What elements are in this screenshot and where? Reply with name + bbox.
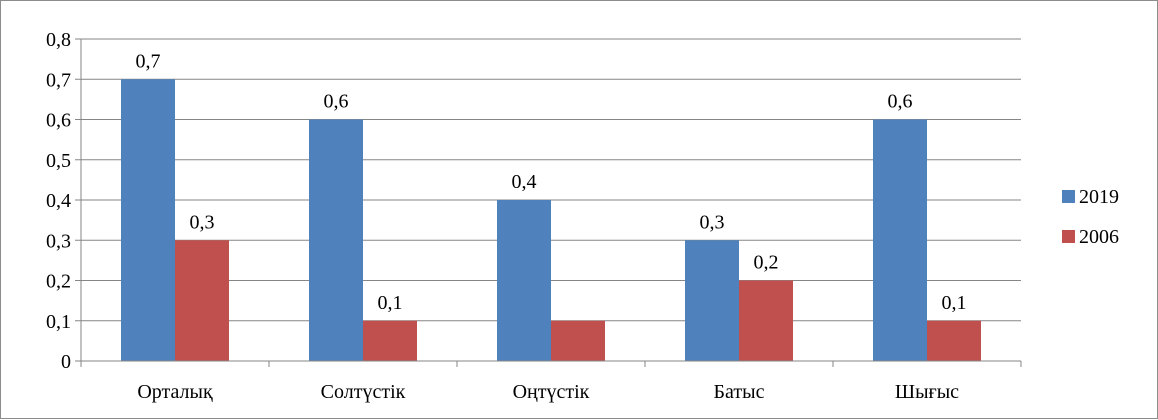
y-tick-label: 0,2 <box>46 271 71 293</box>
x-tick-label: Орталық <box>137 381 213 403</box>
legend-swatch <box>1062 230 1075 243</box>
x-tick-label: Солтүстік <box>321 381 406 403</box>
y-tick-label: 0,7 <box>46 69 71 91</box>
bar <box>121 79 175 361</box>
x-axis: Орталық Солтүстік Оңтүстік Батыс Шығыс <box>80 39 1022 403</box>
y-tick-label: 0,1 <box>46 311 71 333</box>
bar <box>927 320 981 361</box>
data-label: 0,1 <box>378 292 403 314</box>
data-label: 0,4 <box>512 171 537 193</box>
data-label: 0,1 <box>942 292 967 314</box>
bar <box>739 280 793 361</box>
y-tick-label: 0,8 <box>46 29 71 51</box>
data-label: 0,3 <box>190 211 215 233</box>
data-labels: 0,7 0,3 0,6 0,1 0,4 0,3 0,2 0,6 0,1 <box>136 50 967 314</box>
x-tick-label: Батыс <box>714 381 765 403</box>
bar <box>175 240 229 361</box>
bars <box>121 79 981 361</box>
y-axis-ticks: 0 0,1 0,2 0,3 0,4 0,5 0,6 0,7 0,8 <box>46 29 81 373</box>
y-tick-label: 0,3 <box>46 230 71 252</box>
y-tick-label: 0,6 <box>46 110 71 132</box>
bar <box>551 320 605 361</box>
bar <box>685 240 739 361</box>
legend-label: 2006 <box>1079 226 1119 248</box>
data-label: 0,6 <box>324 91 349 113</box>
bar <box>309 119 363 361</box>
x-tick-label: Оңтүстік <box>513 381 590 403</box>
data-label: 0,2 <box>754 252 779 274</box>
x-tick-label: Шығыс <box>895 381 959 403</box>
legend-label: 2019 <box>1079 186 1119 208</box>
legend: 2019 2006 <box>1062 186 1119 248</box>
y-tick-label: 0 <box>61 351 71 373</box>
bar <box>363 320 417 361</box>
data-label: 0,7 <box>136 50 161 72</box>
y-tick-label: 0,4 <box>46 190 71 212</box>
data-label: 0,3 <box>700 211 725 233</box>
bar <box>873 119 927 361</box>
y-tick-label: 0,5 <box>46 150 71 172</box>
data-label: 0,6 <box>888 91 913 113</box>
legend-swatch <box>1062 190 1075 203</box>
bar <box>497 200 551 361</box>
